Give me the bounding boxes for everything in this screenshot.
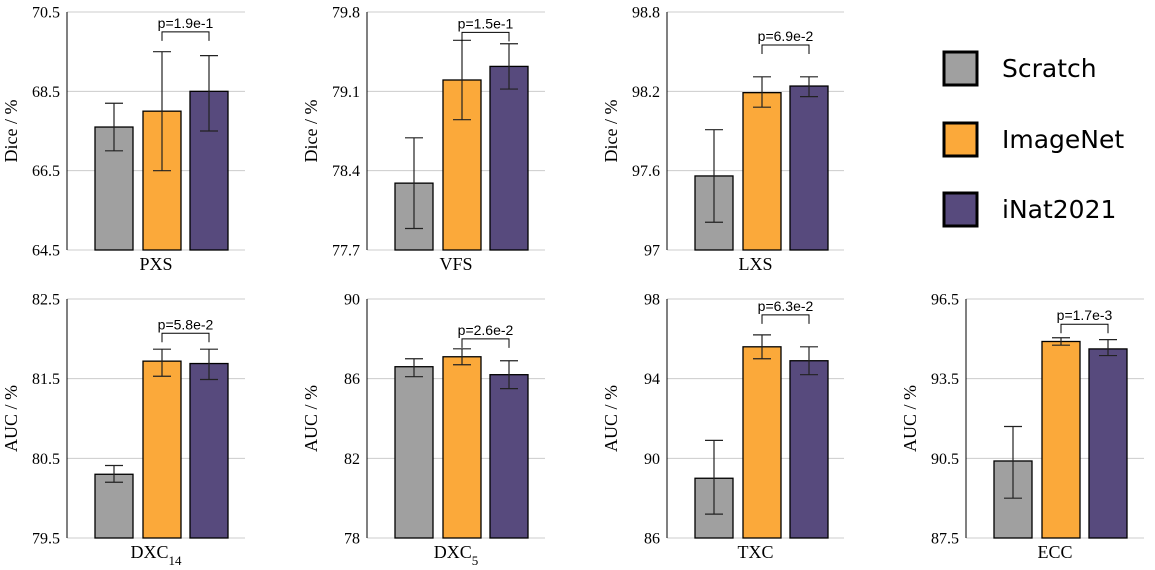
panel-ecc: 87.5 90.5 93.5 96.5 AUC / % p=1.7e-3 ECC: [900, 292, 1144, 562]
significance-bracket: [161, 332, 210, 343]
bar-imagenet: [142, 360, 182, 539]
y-axis-label: AUC / %: [301, 385, 321, 452]
significance-bracket: [761, 314, 810, 324]
legend-label-scratch: Scratch: [1002, 54, 1097, 83]
y-tick-label: 86: [344, 371, 360, 388]
y-tick-label: 90: [344, 292, 360, 309]
p-value-label: p=2.6e-2: [458, 322, 514, 338]
y-tick-label: 93.5: [931, 371, 959, 388]
legend-swatch-scratch: [942, 50, 979, 87]
p-value-label: p=1.7e-3: [1057, 307, 1113, 323]
x-axis-label-main: DXC: [130, 542, 168, 562]
bar-imagenet: [742, 346, 782, 539]
p-value-label: p=1.5e-1: [458, 15, 514, 31]
bar-inat2021: [789, 360, 829, 539]
y-tick-label: 98.8: [632, 5, 660, 22]
y-tick-label: 78.4: [332, 163, 360, 180]
y-axis-label: AUC / %: [601, 385, 621, 452]
y-tick-label: 97.6: [632, 163, 660, 180]
bar-inat2021: [789, 85, 829, 251]
bar-scratch: [94, 473, 134, 539]
y-tick-label: 90: [644, 451, 660, 468]
y-axis-label: AUC / %: [1, 385, 21, 452]
x-axis-label: TXC: [738, 542, 774, 562]
significance-bracket: [461, 338, 510, 348]
bar-imagenet: [442, 356, 482, 539]
significance-bracket: [761, 44, 810, 55]
panel-pxs: 64.5 66.5 68.5 70.5 Dice / % p=1.9e-1 PXS: [1, 5, 245, 274]
x-axis-label: PXS: [139, 254, 172, 274]
x-axis-label: VFS: [439, 254, 472, 274]
legend-label-inat2021: iNat2021: [1002, 195, 1116, 224]
y-axis-label: Dice / %: [301, 100, 321, 163]
x-axis-label: LXS: [738, 254, 772, 274]
y-tick-label: 97: [644, 243, 660, 260]
y-tick-label: 79.5: [32, 531, 60, 548]
y-tick-label: 98.2: [632, 84, 660, 101]
y-tick-label: 94: [644, 371, 660, 388]
y-tick-label: 70.5: [32, 5, 60, 22]
y-tick-label: 87.5: [931, 531, 959, 548]
y-tick-label: 86: [644, 531, 660, 548]
y-tick-label: 64.5: [32, 243, 60, 260]
x-axis-label: DXC14: [130, 542, 182, 568]
y-tick-label: 79.8: [332, 5, 360, 22]
bar-inat2021: [1088, 348, 1128, 539]
y-tick-label: 81.5: [32, 371, 60, 388]
x-axis-label-main: PXS: [139, 254, 172, 274]
significance-bracket: [461, 31, 510, 42]
p-value-label: p=6.9e-2: [758, 28, 814, 44]
bar-scratch: [394, 366, 434, 539]
y-tick-label: 79.1: [332, 84, 360, 101]
legend-label-imagenet: ImageNet: [1002, 125, 1124, 154]
y-tick-label: 77.7: [332, 243, 360, 260]
x-axis-label-subscript: 14: [169, 553, 183, 568]
panel-dxc14: 79.5 80.5 81.5 82.5 AUC / % p=5.8e-2 DXC14: [1, 292, 245, 568]
bar-imagenet: [1041, 340, 1081, 539]
x-axis-label-main: ECC: [1037, 542, 1072, 562]
x-axis-label-main: TXC: [738, 542, 774, 562]
y-tick-label: 82: [344, 451, 360, 468]
p-value-label: p=5.8e-2: [158, 316, 214, 332]
legend: Scratch ImageNet iNat2021: [942, 50, 1124, 228]
significance-bracket: [1060, 323, 1109, 334]
bar-imagenet: [742, 92, 782, 251]
legend-swatch-imagenet: [942, 121, 979, 158]
panel-lxs: 97 97.6 98.2 98.8 Dice / % p=6.9e-2 LXS: [601, 5, 844, 274]
bar-inat2021: [489, 65, 529, 251]
significance-bracket: [161, 31, 210, 41]
p-value-label: p=1.9e-1: [158, 15, 214, 31]
legend-swatch-inat2021: [942, 191, 979, 228]
y-tick-label: 82.5: [32, 292, 60, 309]
x-axis-label-subscript: 5: [472, 553, 479, 568]
y-tick-label: 68.5: [32, 84, 60, 101]
y-tick-label: 98: [644, 292, 660, 309]
x-axis-label: ECC: [1037, 542, 1072, 562]
y-tick-label: 96.5: [931, 292, 959, 309]
y-tick-label: 78: [344, 531, 360, 548]
y-axis-label: Dice / %: [1, 100, 21, 163]
bar-inat2021: [489, 374, 529, 539]
y-axis-label: Dice / %: [601, 100, 621, 163]
y-tick-label: 66.5: [32, 163, 60, 180]
panel-dxc5: 78 82 86 90 AUC / % p=2.6e-2 DXC5: [301, 292, 545, 568]
x-axis-label-main: LXS: [738, 254, 772, 274]
x-axis-label-main: VFS: [439, 254, 472, 274]
p-value-label: p=6.3e-2: [758, 298, 814, 314]
x-axis-label: DXC5: [434, 542, 479, 568]
x-axis-label-main: DXC: [434, 542, 472, 562]
bar-inat2021: [189, 362, 229, 539]
y-tick-label: 90.5: [931, 451, 959, 468]
panel-vfs: 77.7 78.4 79.1 79.8 Dice / % p=1.5e-1 VFS: [301, 5, 545, 274]
y-axis-label: AUC / %: [900, 385, 920, 452]
panel-txc: 86 90 94 98 AUC / % p=6.3e-2 TXC: [601, 292, 844, 562]
y-tick-label: 80.5: [32, 451, 60, 468]
